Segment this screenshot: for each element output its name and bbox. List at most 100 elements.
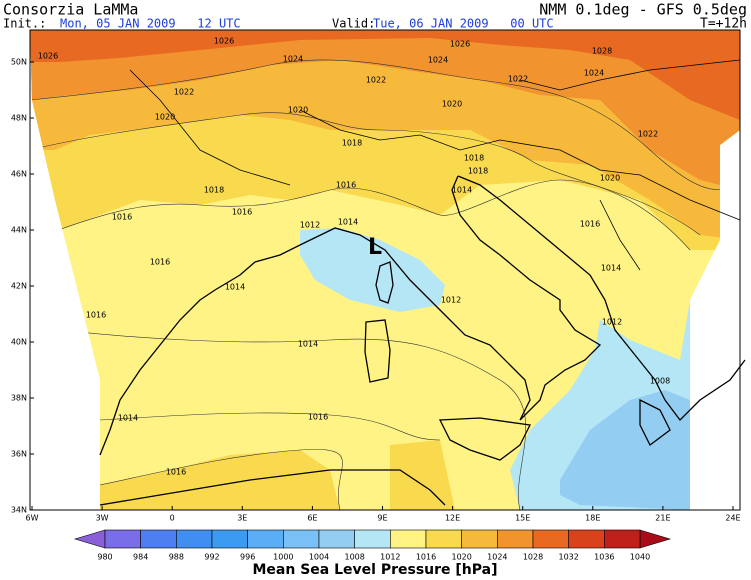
- lat-tick-label: 38N: [11, 394, 27, 403]
- zone-1024-1028: [30, 30, 740, 190]
- balkan-coast: [457, 175, 746, 421]
- isobar-label: 1018: [342, 139, 362, 148]
- isobar-label: 1020: [600, 174, 620, 183]
- lat-tick-label: 48N: [11, 114, 27, 123]
- coastlines: [99, 59, 746, 506]
- lon-tick-label: 24E: [725, 514, 740, 523]
- isobar: [99, 449, 343, 510]
- lon-tick-label: 3W: [96, 514, 109, 523]
- model: NMM 0.1deg - GFS 0.5deg: [539, 1, 747, 19]
- lon-tick-label: 18E: [585, 514, 600, 523]
- colorbar-bin: [568, 529, 605, 549]
- isobar-label: 1014: [601, 264, 621, 273]
- colorbar-bin: [211, 529, 248, 549]
- isobar-label: 1018: [464, 154, 484, 163]
- france-coast: [99, 244, 301, 456]
- colorbar-bin: [104, 529, 141, 549]
- colorbar-tick-label: 1020: [451, 553, 471, 562]
- isobar-label: 1026: [38, 52, 58, 61]
- colorbar-tick-label: 1040: [630, 553, 650, 562]
- colorbar-tick-label: 1036: [594, 553, 614, 562]
- isobar-label: 1012: [300, 221, 320, 230]
- lat-tick-label: 40N: [11, 338, 27, 347]
- zone-1004-1008: [560, 390, 690, 510]
- isobar-label: 1024: [283, 55, 303, 64]
- init-time: Mon, 05 JAN 2009 12 UTC: [60, 17, 241, 31]
- colorbar-tick-label: 1028: [523, 553, 543, 562]
- isobar-label: 1020: [442, 100, 462, 109]
- colorbar-tick-label: 980: [97, 553, 112, 562]
- lon-tick-label: 0: [170, 514, 175, 523]
- isobar-label: 1018: [468, 167, 488, 176]
- isobar-label: 1020: [155, 113, 175, 122]
- corsica: [375, 261, 394, 304]
- isobar-label: 1022: [508, 75, 528, 84]
- isobar-label: 1020: [288, 106, 308, 115]
- valid-label: Valid:: [332, 17, 375, 31]
- isobar: [30, 112, 701, 236]
- source: Consorzia LaMMa: [3, 1, 138, 19]
- colorbar-bin: [140, 529, 177, 549]
- lat-tick-label: 44N: [11, 226, 27, 235]
- isobar: [59, 329, 527, 510]
- colorbar-tick-label: 988: [169, 553, 184, 562]
- isobar-label: 1022: [174, 88, 194, 97]
- isobar-label: 1008: [650, 377, 670, 386]
- lon-tick-label: 3E: [237, 514, 247, 523]
- lon-tick-label: 12E: [445, 514, 460, 523]
- isobar-label: 1024: [584, 69, 604, 78]
- colorbar-tick-label: 1012: [380, 553, 400, 562]
- map-frame: [29, 29, 741, 511]
- isobar-label: 1014: [452, 186, 472, 195]
- lat-tick-label: 36N: [11, 450, 27, 459]
- zone-1028-1032: [30, 30, 740, 120]
- isobar-label: 1016: [112, 213, 132, 222]
- isobar-label: 1012: [441, 296, 461, 305]
- isobar-label: 1016: [308, 413, 328, 422]
- lon-tick-label: 9E: [377, 514, 387, 523]
- zone-1016-1020: [390, 440, 455, 510]
- colorbar-bin: [283, 529, 320, 549]
- greece: [639, 398, 671, 446]
- colorbar-arrow-low: [73, 529, 106, 549]
- isobar-label: 1018: [204, 186, 224, 195]
- sardinia: [364, 319, 391, 383]
- colorbar-arrow-high: [639, 529, 672, 549]
- pressure-field: [30, 30, 740, 510]
- colorbar-tick-label: 1008: [344, 553, 364, 562]
- colorbar: 980 984 988 992 996 1000 1004 1008 1012 1016 1020 1…: [73, 529, 672, 562]
- colorbar-bin: [390, 529, 427, 549]
- isobar-label: 1016: [150, 258, 170, 267]
- isobar-label: 1016: [336, 181, 356, 190]
- italy-coast: [299, 175, 602, 421]
- zone-1008-1012: [300, 228, 445, 312]
- isobar: [30, 179, 691, 251]
- lat-tick-label: 46N: [11, 170, 27, 179]
- isobar-label: 1016: [166, 468, 186, 477]
- colorbar-tick-label: 1032: [558, 553, 578, 562]
- colorbar-bin: [461, 529, 498, 549]
- colorbar-bin: [425, 529, 462, 549]
- colorbar-tick-label: 1024: [487, 553, 507, 562]
- isobar-label: 1026: [450, 40, 470, 49]
- africa-coast: [99, 469, 446, 506]
- colorbar-bin: [354, 529, 391, 549]
- lat-tick-label: 50N: [11, 58, 27, 67]
- colorbar-tick-label: 1000: [273, 553, 293, 562]
- colorbar-tick-label: 1016: [416, 553, 436, 562]
- isobar-label: 1026: [214, 37, 234, 46]
- colorbar-bin: [318, 529, 355, 549]
- colorbar-tick-label: 996: [240, 553, 255, 562]
- isobar-label: 1012: [602, 318, 622, 327]
- isobar-label: 1016: [86, 311, 106, 320]
- low-marker: L: [368, 235, 382, 260]
- lon-tick-label: 21E: [655, 514, 670, 523]
- isobar-label: 1014: [338, 218, 358, 227]
- isobar-label: 1022: [366, 76, 386, 85]
- isobar: [30, 59, 740, 191]
- isobar-label: 1022: [638, 130, 658, 139]
- lat-tick-label: 34N: [11, 506, 27, 515]
